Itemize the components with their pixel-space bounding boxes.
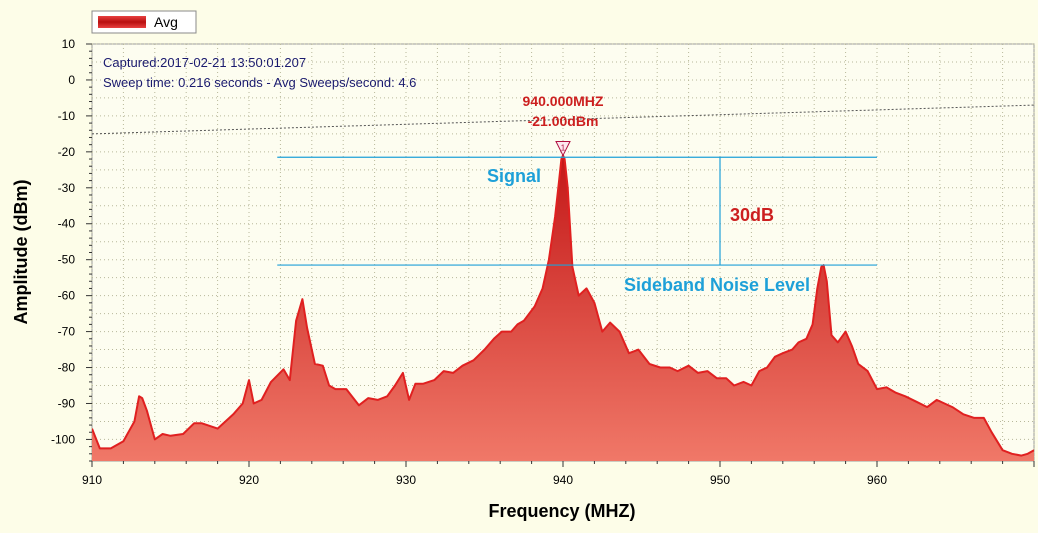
y-tick-label: -50 — [58, 253, 76, 267]
peak-marker-number: 1 — [561, 143, 566, 152]
peak-frequency-label: 940.000MHZ — [523, 93, 604, 109]
axis-ticks: 10 0 -10 -20 -30 -40 -50 -60 -70 -80 -90 -100 910 920… — [51, 37, 1035, 487]
x-tick-label: 910 — [82, 473, 102, 487]
y-tick-label: -90 — [58, 396, 76, 410]
y-axis-title: Amplitude (dBm) — [11, 180, 31, 325]
peak-marker-icon — [555, 140, 571, 157]
span-label: 30dB — [730, 205, 774, 225]
x-tick-label: 940 — [553, 473, 573, 487]
x-tick-label: 930 — [396, 473, 416, 487]
y-tick-label: -60 — [58, 289, 76, 303]
noise-label: Sideband Noise Level — [624, 275, 810, 295]
y-tick-label: -20 — [58, 145, 76, 159]
y-tick-label: 10 — [62, 37, 76, 51]
x-tick-label: 950 — [710, 473, 730, 487]
series-avg-fill — [92, 155, 1034, 461]
x-tick-label: 920 — [239, 473, 259, 487]
annotations: Signal Sideband Noise Level 30dB 1 940.000MH… — [277, 93, 877, 295]
sweep-info: Sweep time: 0.216 seconds - Avg Sweeps/s… — [103, 75, 416, 90]
peak-amplitude-label: -21.00dBm — [528, 113, 599, 129]
x-tick-label: 960 — [867, 473, 887, 487]
y-tick-label: -70 — [58, 325, 76, 339]
y-tick-label: -100 — [51, 432, 75, 446]
signal-label: Signal — [487, 166, 541, 186]
capture-info: Captured:2017-02-21 13:50:01.207 — [103, 55, 306, 70]
y-tick-label: -40 — [58, 217, 76, 231]
legend-swatch — [98, 16, 146, 28]
legend-entry-avg: Avg — [154, 14, 178, 30]
x-axis-title: Frequency (MHZ) — [488, 501, 635, 521]
y-tick-label: -10 — [58, 109, 76, 123]
legend[interactable]: Avg — [91, 10, 197, 34]
reference-line — [92, 104, 1034, 135]
y-tick-label: -80 — [58, 361, 76, 375]
y-tick-label: 0 — [68, 73, 75, 87]
y-tick-label: -30 — [58, 181, 76, 195]
